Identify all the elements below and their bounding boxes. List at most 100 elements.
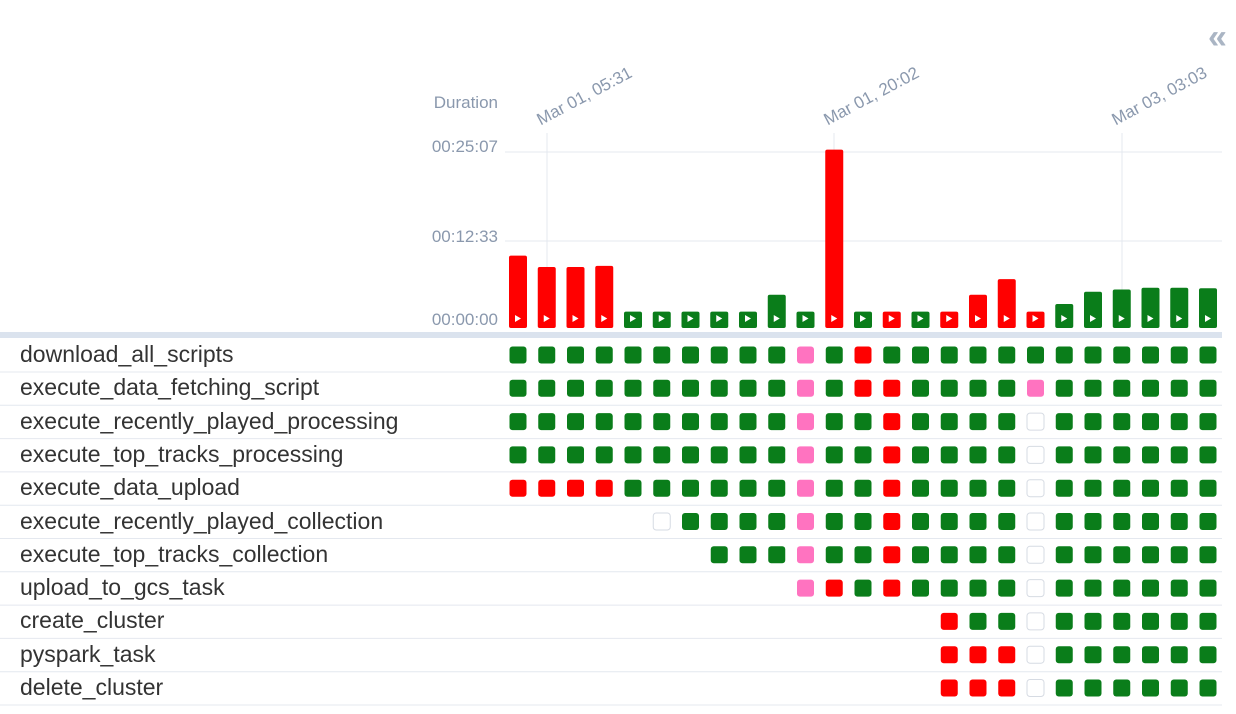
task-instance-square[interactable] [969,346,987,364]
task-instance-square[interactable] [825,446,843,464]
task-instance-square[interactable] [825,479,843,497]
task-instance-square[interactable] [940,579,958,597]
duration-bar[interactable] [509,255,527,328]
task-instance-square[interactable] [940,679,958,697]
task-instance-square[interactable] [825,579,843,597]
task-instance-square[interactable] [595,379,613,397]
task-instance-square[interactable] [1113,379,1131,397]
task-instance-square[interactable] [595,446,613,464]
task-instance-square[interactable] [912,346,929,364]
task-instance-square[interactable] [1142,346,1159,364]
task-instance-square[interactable] [1084,646,1102,664]
task-instance-square[interactable] [1113,546,1131,564]
task-instance-square[interactable] [883,546,901,564]
task-instance-square[interactable] [854,413,872,431]
duration-bar[interactable] [767,294,786,328]
task-instance-square[interactable] [653,379,671,397]
task-instance-square[interactable] [854,479,872,497]
task-instance-square[interactable] [912,546,929,564]
task-instance-square[interactable] [998,612,1016,630]
task-instance-square[interactable] [1199,479,1217,497]
task-instance-square[interactable] [1055,612,1073,630]
task-instance-square[interactable] [854,579,872,597]
task-instance-square[interactable] [1113,413,1131,431]
task-instance-square[interactable] [1199,546,1217,564]
task-instance-square[interactable] [1055,646,1073,664]
task-instance-square[interactable] [595,346,613,364]
duration-bar[interactable] [1055,304,1074,328]
task-instance-square[interactable] [710,546,728,564]
task-instance-square[interactable] [739,479,757,497]
task-instance-square[interactable] [567,413,584,431]
task-instance-square[interactable] [624,346,642,364]
task-instance-square[interactable] [797,379,814,397]
task-instance-square[interactable] [710,446,728,464]
task-instance-square[interactable] [969,612,987,630]
task-instance-square[interactable] [652,512,671,531]
duration-bar[interactable] [1084,291,1102,328]
task-instance-square[interactable] [710,346,728,364]
task-instance-square[interactable] [1142,513,1159,530]
task-name[interactable]: upload_to_gcs_task [20,574,225,601]
task-instance-square[interactable] [1199,579,1217,597]
task-instance-square[interactable] [710,479,728,497]
task-instance-square[interactable] [969,513,987,530]
task-instance-square[interactable] [969,646,987,664]
task-instance-square[interactable] [1084,679,1102,697]
duration-bar[interactable] [1170,287,1189,328]
task-instance-square[interactable] [1113,612,1131,630]
task-instance-square[interactable] [1026,545,1045,564]
task-instance-square[interactable] [883,479,901,497]
task-instance-square[interactable] [883,413,901,431]
task-instance-square[interactable] [1142,446,1159,464]
task-instance-square[interactable] [940,379,958,397]
task-instance-square[interactable] [538,479,556,497]
task-instance-square[interactable] [1084,513,1102,530]
task-instance-square[interactable] [940,612,958,630]
task-instance-square[interactable] [1027,379,1044,397]
task-instance-square[interactable] [1199,679,1217,697]
task-instance-square[interactable] [797,446,814,464]
task-instance-square[interactable] [940,446,958,464]
task-instance-square[interactable] [1142,379,1159,397]
task-instance-square[interactable] [1084,346,1102,364]
task-instance-square[interactable] [940,513,958,530]
task-instance-square[interactable] [912,379,929,397]
task-instance-square[interactable] [797,346,814,364]
task-instance-square[interactable] [1084,612,1102,630]
task-instance-square[interactable] [567,479,584,497]
task-instance-square[interactable] [1142,479,1159,497]
task-instance-square[interactable] [624,446,642,464]
task-instance-square[interactable] [710,413,728,431]
task-instance-square[interactable] [1199,513,1217,530]
task-instance-square[interactable] [825,513,843,530]
task-instance-square[interactable] [1170,513,1188,530]
task-name[interactable]: create_cluster [20,607,165,634]
task-instance-square[interactable] [883,379,901,397]
task-instance-square[interactable] [1084,413,1102,431]
task-instance-square[interactable] [1026,512,1045,531]
task-name[interactable]: pyspark_task [20,640,156,667]
task-instance-square[interactable] [825,379,843,397]
task-instance-square[interactable] [1170,579,1188,597]
task-instance-square[interactable] [1084,446,1102,464]
task-instance-square[interactable] [509,379,527,397]
task-instance-square[interactable] [682,513,699,530]
task-instance-square[interactable] [595,479,613,497]
task-instance-square[interactable] [1055,346,1073,364]
task-instance-square[interactable] [1026,579,1045,598]
task-instance-square[interactable] [1170,479,1188,497]
task-name[interactable]: execute_recently_played_processing [20,407,399,434]
task-instance-square[interactable] [940,646,958,664]
task-instance-square[interactable] [825,546,843,564]
duration-bar[interactable] [997,279,1016,328]
task-instance-square[interactable] [509,346,527,364]
task-instance-square[interactable] [1170,379,1188,397]
task-instance-square[interactable] [1055,546,1073,564]
task-instance-square[interactable] [883,346,901,364]
task-instance-square[interactable] [797,579,814,597]
task-instance-square[interactable] [567,379,584,397]
task-instance-square[interactable] [854,513,872,530]
task-instance-square[interactable] [998,646,1016,664]
duration-bar[interactable] [969,294,987,328]
